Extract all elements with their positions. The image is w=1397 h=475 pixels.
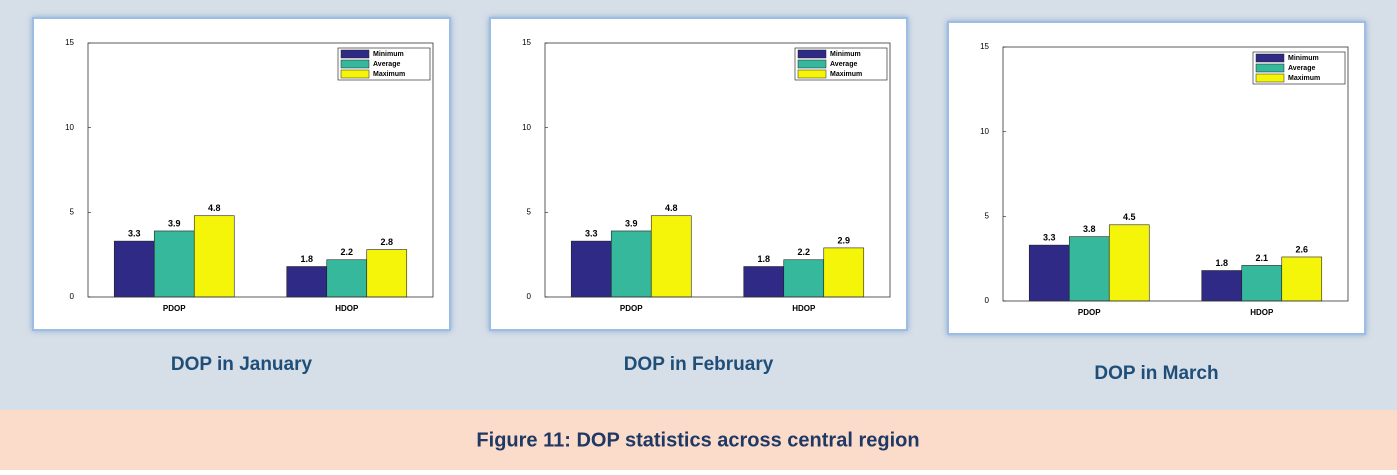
y-tick-label: 5 [70, 207, 75, 216]
bar [1028, 244, 1070, 302]
axes-box [87, 42, 434, 298]
bar [1281, 256, 1323, 302]
y-tick-label: 0 [70, 292, 75, 301]
bar [1201, 270, 1243, 302]
bar [286, 266, 328, 298]
x-tick-label: HDOP [792, 304, 816, 313]
chart-caption: DOP in February [624, 354, 774, 375]
data-label: 4.8 [208, 203, 221, 213]
bar [743, 266, 785, 298]
y-tick-label: 15 [980, 42, 989, 51]
x-tick-label: PDOP [1078, 308, 1101, 317]
bar [650, 215, 692, 298]
bar [783, 259, 825, 298]
y-tick-label: 15 [65, 38, 74, 47]
legend-label: Average [830, 61, 857, 68]
legend-swatch [340, 49, 370, 59]
x-tick-label: PDOP [163, 304, 186, 313]
legend-label: Minimum [1288, 55, 1319, 62]
x-tick-label: PDOP [620, 304, 643, 313]
axes-box [544, 42, 891, 298]
data-label: 2.8 [380, 237, 393, 247]
legend-swatch [1255, 63, 1285, 73]
bar [1068, 236, 1110, 302]
y-tick-label: 0 [985, 296, 990, 305]
axes-box [1002, 46, 1349, 302]
bar [366, 249, 408, 298]
data-label: 3.8 [1083, 224, 1096, 234]
y-tick-label: 10 [65, 123, 74, 132]
data-label: 4.5 [1123, 212, 1136, 222]
data-label: 4.8 [665, 203, 678, 213]
data-label: 3.9 [625, 218, 638, 228]
x-tick-label: HDOP [335, 304, 359, 313]
data-label: 3.3 [128, 228, 141, 238]
y-tick-label: 10 [522, 123, 531, 132]
x-tick-label: HDOP [1250, 308, 1274, 317]
legend-label: Minimum [830, 51, 861, 58]
data-label: 2.2 [797, 247, 810, 257]
bar [610, 230, 652, 298]
legend-label: Average [373, 61, 400, 68]
y-tick-label: 5 [985, 211, 990, 220]
data-label: 2.6 [1295, 244, 1308, 254]
legend-label: Maximum [830, 71, 862, 78]
legend-swatch [797, 59, 827, 69]
legend-label: Average [1288, 65, 1315, 72]
bar [113, 240, 155, 298]
legend-label: Maximum [373, 71, 405, 78]
data-label: 1.8 [300, 254, 313, 264]
bar [1241, 265, 1283, 302]
legend-swatch [340, 69, 370, 79]
bar [193, 215, 235, 298]
data-label: 1.8 [1215, 258, 1228, 268]
legend-swatch [1255, 73, 1285, 83]
legend-swatch [797, 69, 827, 79]
y-tick-label: 0 [527, 292, 532, 301]
legend-swatch [1255, 53, 1285, 63]
chart-caption: DOP in March [1094, 363, 1218, 384]
caption-band [0, 410, 1397, 470]
bar [326, 259, 368, 298]
data-label: 2.9 [837, 235, 850, 245]
bar [823, 247, 865, 298]
bar [1108, 224, 1150, 302]
bar [153, 230, 195, 298]
data-label: 2.1 [1255, 253, 1268, 263]
figure-caption: Figure 11: DOP statistics across central… [476, 429, 919, 451]
data-label: 3.9 [168, 218, 181, 228]
chart-caption: DOP in January [171, 354, 313, 375]
data-label: 1.8 [757, 254, 770, 264]
legend-swatch [797, 49, 827, 59]
legend-swatch [340, 59, 370, 69]
data-label: 2.2 [340, 247, 353, 257]
data-label: 3.3 [585, 228, 598, 238]
bar [570, 240, 612, 298]
legend-label: Maximum [1288, 75, 1320, 82]
y-tick-label: 15 [522, 38, 531, 47]
data-label: 3.3 [1043, 232, 1056, 242]
y-tick-label: 5 [527, 207, 532, 216]
y-tick-label: 10 [980, 127, 989, 136]
legend-label: Minimum [373, 51, 404, 58]
